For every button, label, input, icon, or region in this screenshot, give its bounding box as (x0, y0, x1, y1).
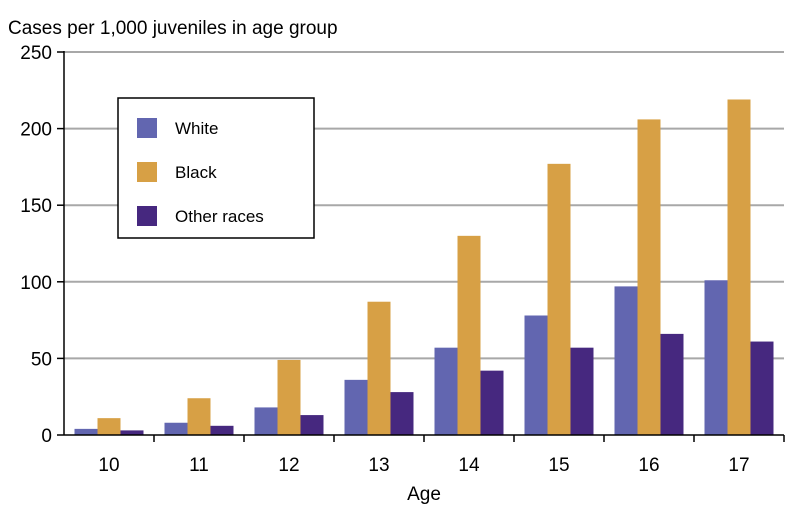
bar-white (344, 379, 368, 435)
bar-other-races (570, 347, 594, 435)
bar-other-races (660, 333, 684, 435)
x-tick-label: 15 (548, 455, 569, 476)
bar-black (97, 418, 121, 435)
chart-title: Cases per 1,000 juveniles in age group (8, 18, 338, 39)
bar-black (277, 359, 301, 435)
x-tick-label: 10 (98, 455, 119, 476)
bar-other-races (750, 341, 774, 435)
bar-other-races (120, 430, 144, 435)
x-tick-label: 14 (458, 455, 480, 476)
axes: 0 50 100 150 200 250 10 11 12 13 14 15 16 17 (20, 43, 785, 476)
y-tick-label: 100 (20, 273, 52, 294)
legend-swatch (137, 162, 157, 182)
bar-white (254, 407, 278, 435)
bar-black (727, 99, 751, 435)
bars (74, 99, 774, 436)
legend-swatch (137, 206, 157, 226)
bar-black (367, 301, 391, 435)
bar-white (704, 280, 728, 435)
x-tick-label: 16 (638, 455, 659, 476)
y-tick-label: 50 (31, 349, 52, 370)
bar-white (74, 428, 98, 435)
bar-other-races (300, 415, 324, 435)
bar-other-races (210, 425, 234, 435)
bar-white (434, 347, 458, 435)
bar-black (187, 398, 211, 435)
y-tick-label: 0 (41, 426, 52, 447)
bar-other-races (390, 392, 414, 435)
x-tick-label: 17 (728, 455, 749, 476)
legend: White Black Other races (117, 97, 315, 239)
y-tick-label: 200 (20, 120, 52, 141)
bar-black (637, 119, 661, 436)
x-tick-label: 13 (368, 455, 389, 476)
bar-other-races (480, 370, 504, 435)
bar-black (547, 163, 571, 435)
bar-black (457, 235, 481, 435)
legend-label: Black (175, 163, 217, 182)
x-axis-label: Age (407, 484, 441, 505)
y-tick-label: 250 (20, 43, 52, 64)
legend-swatch (137, 118, 157, 138)
y-tick-label: 150 (20, 196, 52, 217)
legend-label: Other races (175, 207, 264, 226)
bar-white (524, 315, 548, 435)
legend-label: White (175, 119, 218, 138)
bar-white (614, 286, 638, 435)
x-tick-label: 11 (189, 455, 209, 476)
x-tick-label: 12 (278, 455, 299, 476)
bar-white (164, 422, 188, 435)
